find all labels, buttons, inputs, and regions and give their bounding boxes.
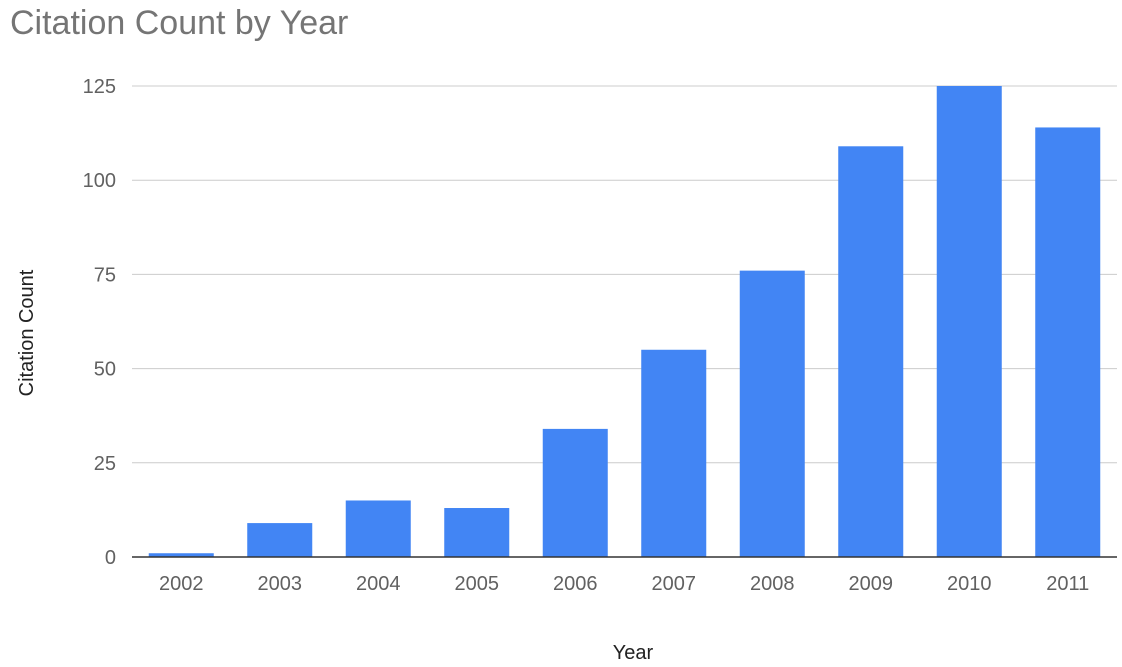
bar <box>641 349 707 557</box>
y-tick-label: 100 <box>83 170 116 192</box>
y-tick-label: 50 <box>94 359 116 381</box>
bar <box>345 500 411 557</box>
bar <box>936 86 1002 557</box>
chart-title: Citation Count by Year <box>10 4 348 42</box>
x-tick-label: 2011 <box>1046 573 1089 595</box>
x-tick-label: 2009 <box>849 573 894 595</box>
y-tick-label: 25 <box>94 453 116 475</box>
x-axis-label: Year <box>613 642 654 662</box>
bar <box>739 270 805 557</box>
x-axis-ticks: 2002 2003 2004 2005 2006 2007 2008 2009 2010 2011 <box>159 573 1089 595</box>
x-tick-label: 2004 <box>356 573 401 595</box>
y-tick-label: 0 <box>105 547 116 569</box>
x-tick-label: 2002 <box>159 573 204 595</box>
bar <box>148 553 214 557</box>
bar <box>542 428 608 557</box>
bar <box>1035 127 1101 557</box>
y-axis-label: Citation Count <box>16 269 38 396</box>
bars <box>132 86 1117 558</box>
x-tick-label: 2008 <box>750 573 795 595</box>
y-axis-ticks: 0 25 50 75 100 125 <box>83 76 116 569</box>
y-tick-label: 125 <box>83 76 116 98</box>
bar <box>838 146 904 557</box>
x-tick-label: 2010 <box>947 573 992 595</box>
y-tick-label: 75 <box>94 264 116 286</box>
x-tick-label: 2005 <box>455 573 500 595</box>
x-tick-label: 2003 <box>258 573 303 595</box>
x-tick-label: 2007 <box>652 573 697 595</box>
bar <box>247 523 313 557</box>
x-tick-label: 2006 <box>553 573 598 595</box>
bar <box>444 508 510 557</box>
